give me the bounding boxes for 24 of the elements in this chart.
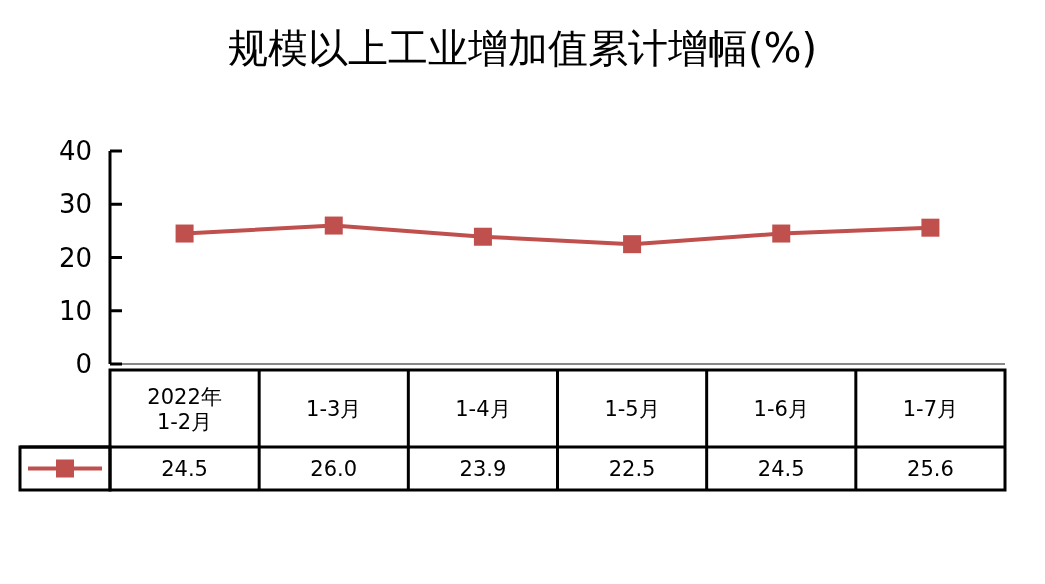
data-label: 23.9 <box>459 456 507 481</box>
point <box>473 227 492 246</box>
data-label: 22.5 <box>608 456 656 481</box>
y-tick-label: 20 <box>58 242 92 273</box>
x-tick-label: 1-4月 <box>455 396 511 421</box>
point <box>175 224 194 243</box>
x-tick-label: 1-3月 <box>306 396 362 421</box>
chart-title: 规模以上工业增加值累计增幅(%) <box>227 25 818 71</box>
x-tick-label: 1-7月 <box>902 396 959 421</box>
point <box>324 216 343 235</box>
y-tick-label: 0 <box>75 349 92 380</box>
y-tick-label: 10 <box>58 295 92 326</box>
data-label: 24.5 <box>757 456 805 481</box>
data-label: 25.6 <box>907 456 954 481</box>
data-label: 26.0 <box>310 456 358 481</box>
point <box>921 218 940 237</box>
x-tick-label: 1-6月 <box>753 396 809 421</box>
point <box>772 224 791 243</box>
y-tick-label: 40 <box>58 136 92 167</box>
point <box>623 235 642 254</box>
y-tick-label: 30 <box>58 189 92 220</box>
x-tick-label: 2022年 1-2月 <box>147 384 222 434</box>
data-label: 24.5 <box>161 456 208 481</box>
x-tick-label: 1-5月 <box>604 396 660 421</box>
